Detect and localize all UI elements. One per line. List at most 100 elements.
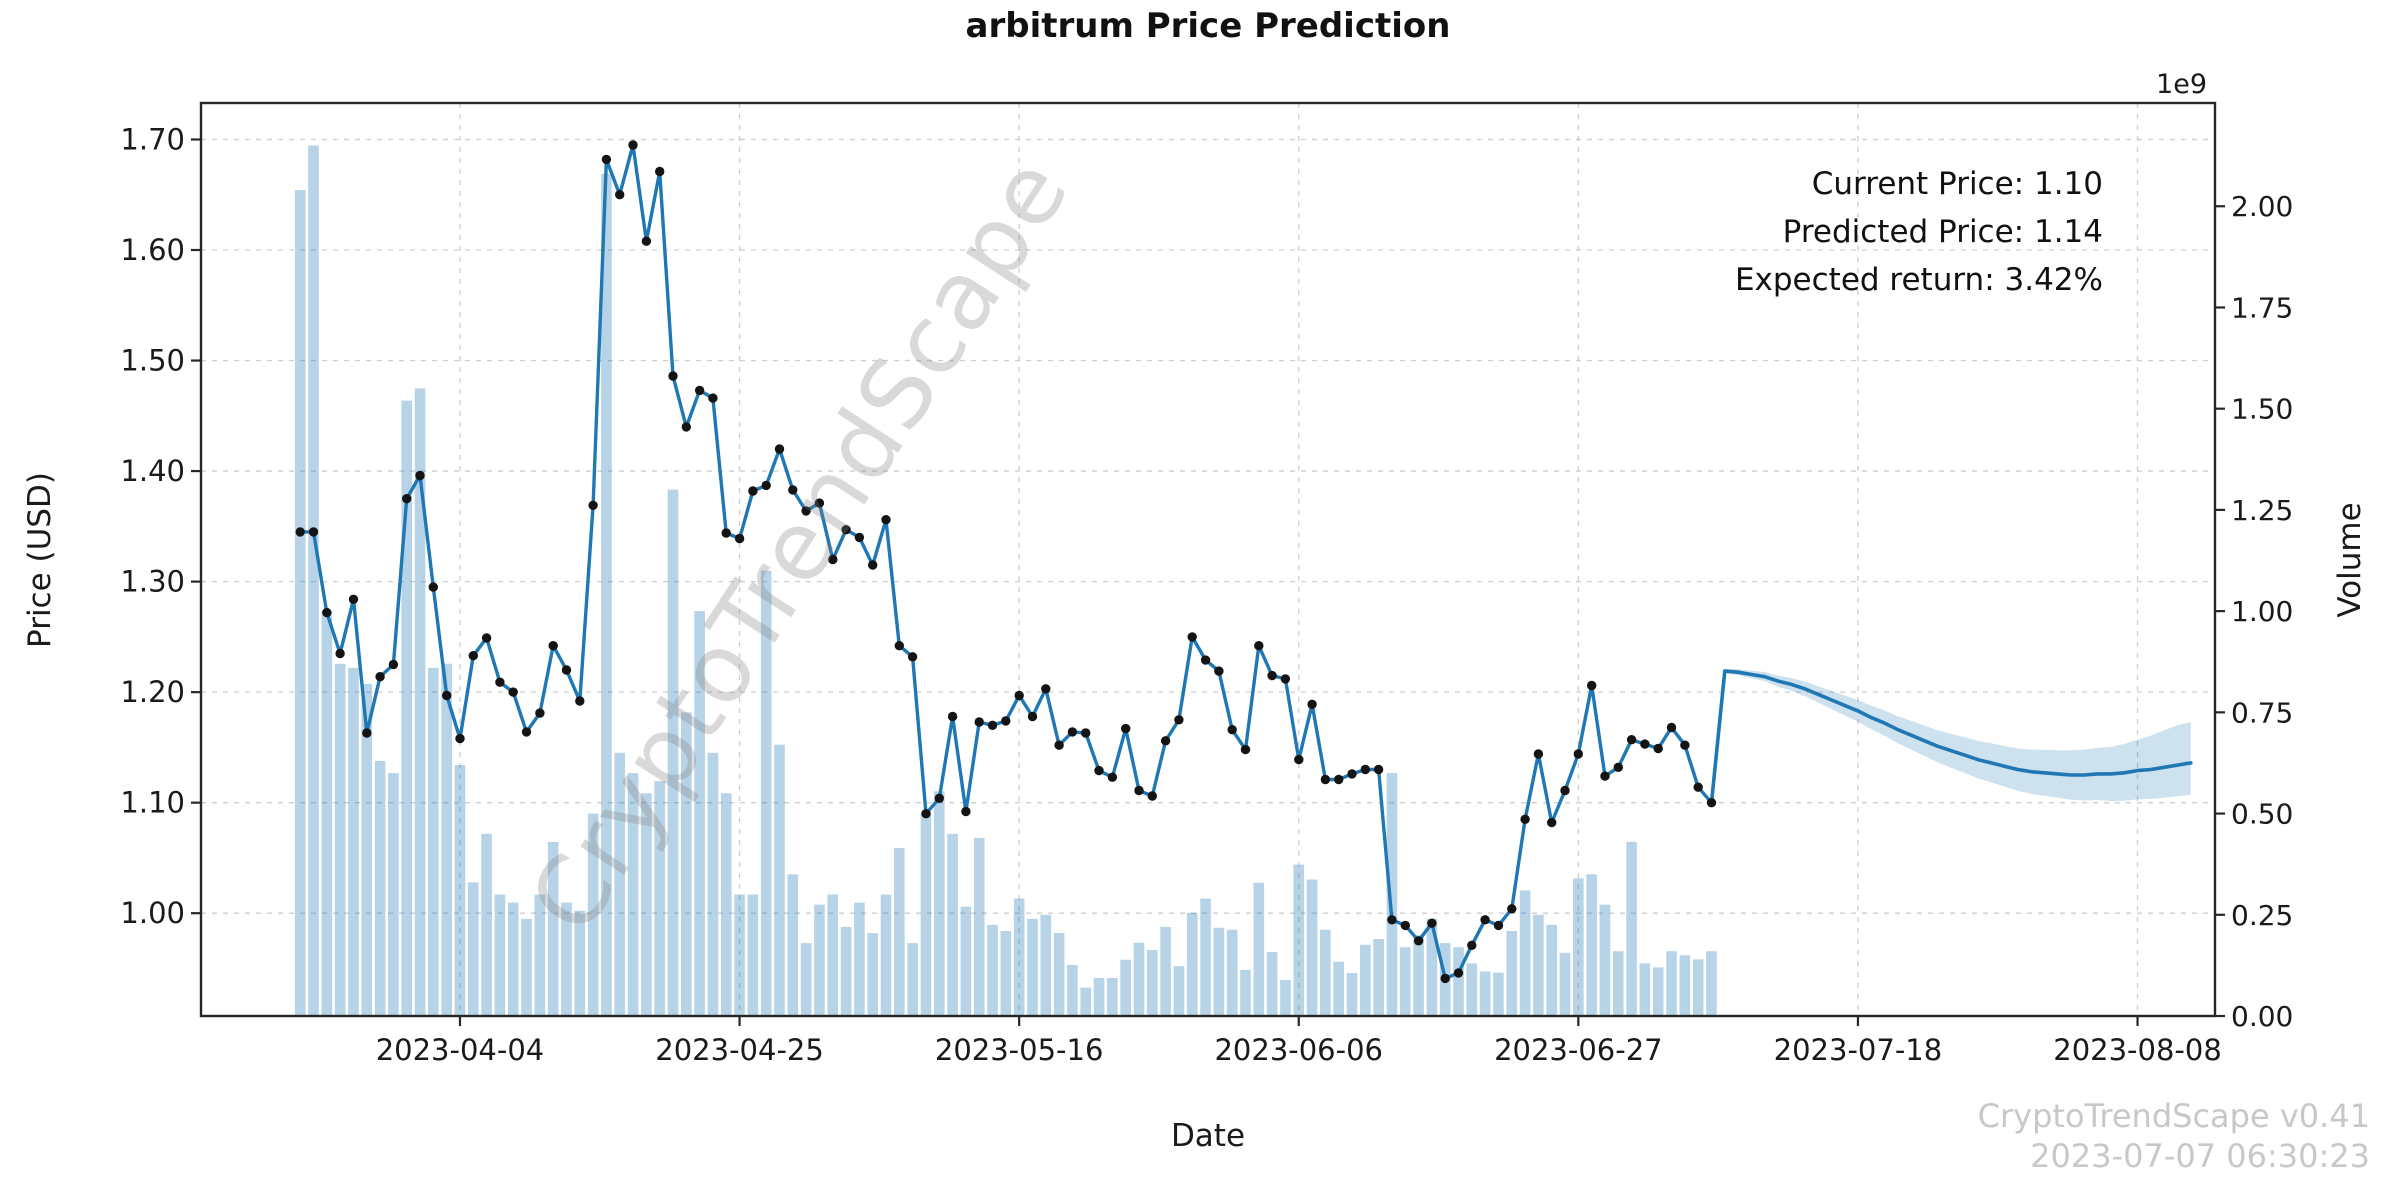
price-marker [521,727,532,737]
price-marker [495,677,505,687]
volume-bar [481,833,492,1016]
volume-bar [814,904,825,1016]
gridlines [201,103,2215,1016]
price-marker [1613,762,1624,772]
x-axis-label-date: Date [1170,1118,1246,1154]
price-marker [655,166,665,177]
volume-multiplier: 1e9 [2156,69,2207,100]
price-marker [1587,680,1597,691]
price-marker [907,652,918,662]
volume-bar [894,847,905,1016]
x-tick-label: 2023-04-25 [655,1033,824,1067]
volume-bar [1533,914,1544,1016]
price-marker [1680,740,1690,750]
volume-bar [308,145,319,1016]
price-marker [1054,740,1064,750]
price-marker [1094,765,1104,776]
y-tick-label-right: 0.25 [2231,899,2293,932]
volume-bar [1639,963,1651,1016]
footer-timestamp: 2023-07-07 06:30:23 [2030,1137,2370,1175]
x-tick-label: 2023-08-08 [2053,1033,2222,1067]
volume-bar [1346,973,1358,1016]
price-marker [1666,722,1677,733]
price-marker [348,594,359,604]
volume-bar [1519,890,1531,1016]
volume-bar [1679,955,1691,1016]
volume-bar [1146,950,1158,1016]
price-marker [721,528,731,538]
volume-bar [1559,952,1571,1016]
volume-bar [1266,952,1278,1016]
volume-bar [1280,979,1291,1016]
price-marker [615,190,625,200]
volume-bar [1506,930,1518,1016]
y-tick-label-left: 1.20 [120,675,185,709]
price-marker [894,641,904,651]
price-marker [1533,749,1544,759]
volume-bar [561,902,572,1016]
volume-bar [867,933,879,1016]
price-marker [415,470,425,481]
price-marker [1427,918,1437,928]
volume-bar [1360,944,1371,1016]
volume-bar [654,781,665,1016]
y-tick-label-left: 1.10 [120,786,185,820]
chart-title: arbitrum Price Prediction [965,6,1451,46]
volume-bar [1546,924,1558,1016]
price-marker [1041,684,1051,694]
x-tick-label: 2023-06-06 [1214,1033,1383,1067]
volume-bar [734,894,745,1016]
forecast-line-group [1709,669,2193,805]
volume-bar [601,173,612,1017]
price-marker [1147,791,1158,801]
volume-bar [947,833,958,1016]
volume-bar [1413,935,1424,1016]
volume-bar [960,906,972,1016]
price-marker [1121,723,1131,734]
price-marker [575,696,585,706]
volume-bar [441,663,452,1016]
volume-bar [507,902,519,1016]
price-marker [1373,764,1384,775]
price-marker [1626,735,1637,745]
price-marker [761,480,771,491]
volume-bar [467,882,479,1016]
volume-bar [787,874,799,1016]
price-marker [362,728,372,738]
price-marker [974,717,984,727]
volume-bar [1320,929,1331,1016]
price-marker [1560,785,1570,796]
volume-bar [521,918,532,1016]
volume-bar [348,667,359,1016]
price-marker [694,385,705,396]
price-marker [1240,744,1251,755]
price-marker [1360,764,1371,775]
volume-bar [587,813,599,1016]
spines [199,101,2217,1018]
volume-bar [388,773,399,1016]
volume-bar [907,943,918,1016]
price-marker [868,560,878,570]
volume-bar [428,667,439,1016]
price-marker [508,687,518,697]
volume-bar [1120,959,1131,1016]
price-marker [1653,743,1663,754]
x-tick-label: 2023-04-04 [376,1033,545,1067]
price-marker [854,532,865,543]
volume-bar [1080,987,1092,1016]
price-marker [308,527,319,537]
price-marker [1547,817,1557,828]
volume-bar [1373,939,1384,1016]
y-tick-label-left: 1.60 [120,233,185,267]
prediction-annotation: Current Price: 1.10 Predicted Price: 1.1… [1735,160,2103,304]
predicted-price-text: Predicted Price: 1.14 [1782,214,2103,250]
volume-bar [667,489,679,1016]
volume-bar [414,388,426,1016]
price-marker [1480,915,1490,925]
price-marker [708,393,718,403]
volume-bar [774,744,785,1016]
price-marker [455,733,465,744]
price-marker [1081,728,1091,738]
y-tick-label-left: 1.30 [120,565,185,599]
